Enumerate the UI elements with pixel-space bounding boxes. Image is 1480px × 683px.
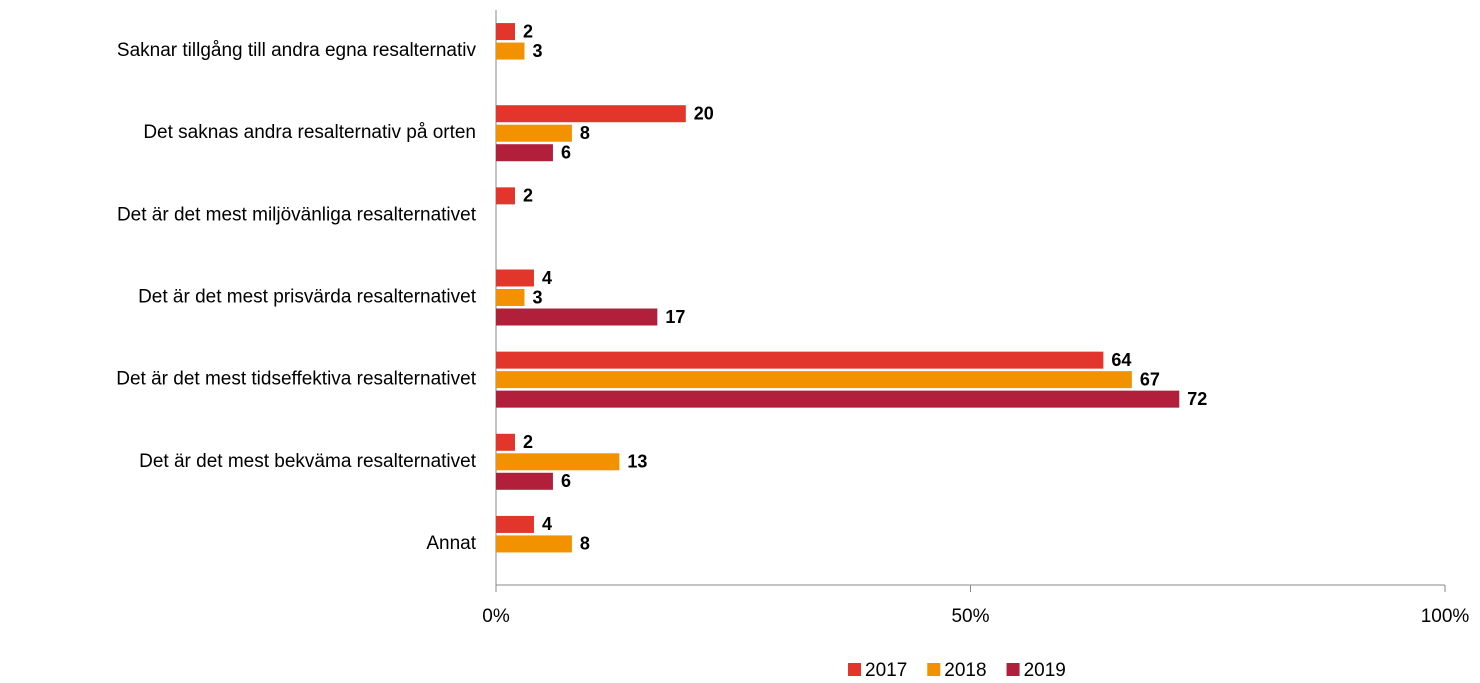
- legend-label: 2017: [865, 660, 907, 681]
- bar: [496, 433, 515, 451]
- bar: [496, 269, 534, 287]
- data-label: 6: [561, 471, 571, 491]
- category-label: Det är det mest prisvärda resalternative…: [138, 287, 477, 308]
- legend-label: 2018: [944, 660, 986, 681]
- bar: [496, 42, 525, 60]
- bar: [496, 308, 658, 326]
- x-tick-label: 50%: [951, 606, 989, 627]
- legend-swatch: [1006, 663, 1020, 676]
- data-label: 8: [580, 534, 590, 554]
- legend-label: 2019: [1024, 660, 1066, 681]
- data-label: 2: [523, 432, 533, 452]
- data-label: 17: [665, 307, 685, 327]
- data-label: 67: [1140, 369, 1160, 389]
- data-label: 8: [580, 123, 590, 143]
- category-label: Det är det mest tidseffektiva resalterna…: [116, 369, 476, 390]
- category-label: Det är det mest miljövänliga resalternat…: [117, 204, 477, 225]
- bar: [496, 390, 1180, 408]
- data-label: 4: [542, 268, 552, 288]
- category-label: Det är det mest bekväma resalternativet: [139, 451, 477, 472]
- bar: [496, 144, 553, 162]
- bar: [496, 453, 620, 471]
- data-label: 13: [627, 452, 647, 472]
- bar: [496, 23, 515, 41]
- bar: [496, 515, 534, 533]
- x-tick-label: 100%: [1421, 606, 1470, 627]
- category-label: Saknar tillgång till andra egna resalter…: [117, 40, 477, 61]
- data-label: 6: [561, 142, 571, 162]
- data-label: 64: [1111, 350, 1131, 370]
- legend-swatch: [927, 663, 941, 676]
- bar: [496, 289, 525, 306]
- data-label: 2: [523, 21, 533, 41]
- category-label: Det saknas andra resalternativ på orten: [143, 122, 476, 143]
- x-tick-label: 0%: [482, 606, 510, 627]
- data-label: 3: [532, 41, 542, 61]
- bar: [496, 124, 572, 142]
- bar: [496, 472, 553, 490]
- data-label: 20: [694, 103, 714, 123]
- data-label: 4: [542, 514, 552, 534]
- bar: [496, 371, 1132, 389]
- category-label: Annat: [426, 533, 476, 554]
- data-label: 2: [523, 186, 533, 206]
- bar: [496, 187, 515, 205]
- legend-swatch: [848, 663, 861, 676]
- bar: [496, 105, 686, 123]
- bar: [496, 535, 572, 553]
- data-label: 3: [532, 287, 542, 307]
- bar: [496, 351, 1104, 369]
- data-label: 72: [1187, 389, 1207, 409]
